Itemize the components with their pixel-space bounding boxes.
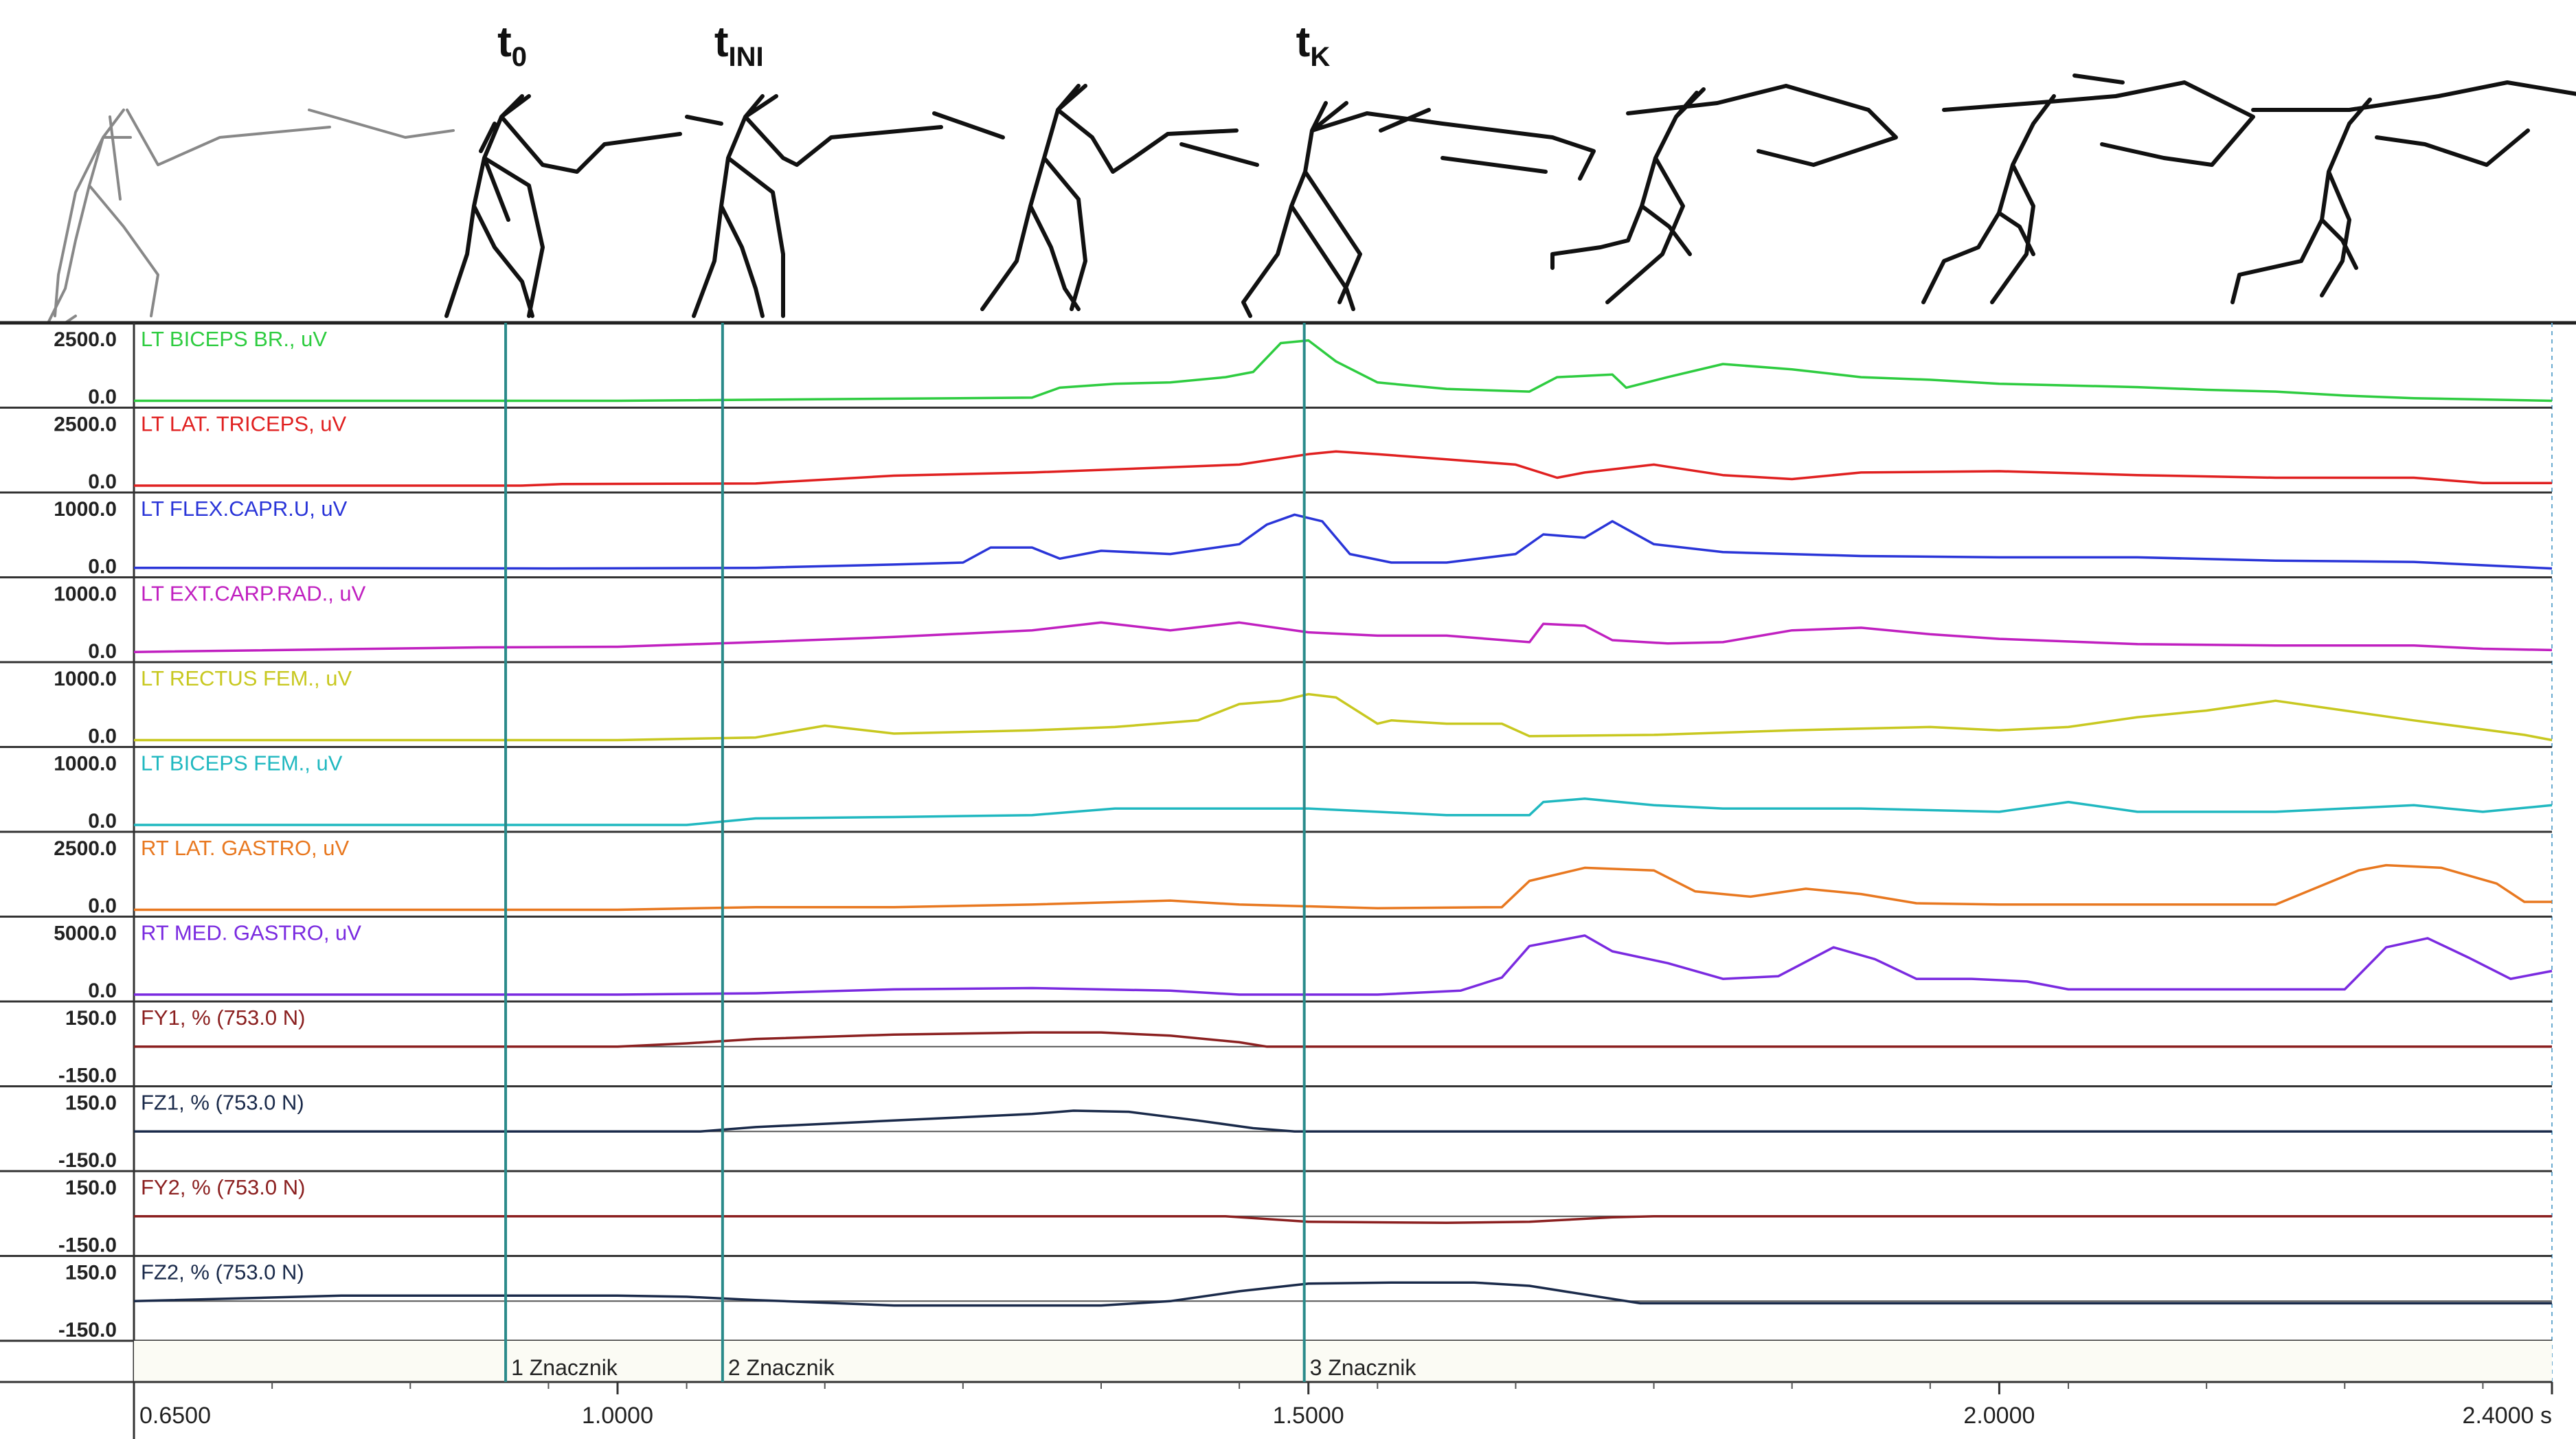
series-line bbox=[134, 797, 2553, 826]
series-line bbox=[133, 621, 2553, 653]
series-line bbox=[134, 934, 2553, 996]
stick-figure-3 bbox=[685, 94, 1005, 318]
y-min-label: 0.0 bbox=[88, 810, 117, 832]
y-max-label: 150.0 bbox=[65, 1262, 117, 1284]
phase-label: t0 bbox=[497, 19, 527, 72]
x-tick-label: 2.4000 s bbox=[2463, 1403, 2552, 1429]
stick-figure-6 bbox=[1550, 84, 1898, 304]
series-name: LT BICEPS BR., uV bbox=[141, 327, 327, 351]
series-name: LT FLEX.CAPR.U, uV bbox=[141, 497, 348, 521]
phase-label: tK bbox=[1296, 19, 1331, 72]
stick-figure-sequence bbox=[47, 73, 2576, 324]
marker-label: 2 Znacznik bbox=[728, 1355, 835, 1380]
y-min-label: -150.0 bbox=[58, 1149, 117, 1172]
x-axis: 0.6500 1.0000 1.5000 2.0000 2.4000 s bbox=[133, 1382, 2553, 1429]
y-max-label: 2500.0 bbox=[54, 413, 117, 436]
y-min-label: 0.0 bbox=[88, 640, 117, 663]
y-max-label: 1000.0 bbox=[54, 668, 117, 690]
x-tick-label: 2.0000 bbox=[1963, 1403, 2035, 1429]
y-max-label: 2500.0 bbox=[54, 328, 117, 351]
y-min-label: 0.0 bbox=[88, 725, 117, 748]
y-max-label: 1000.0 bbox=[54, 583, 117, 606]
series-line bbox=[134, 1215, 2552, 1225]
series-line bbox=[134, 1031, 2552, 1048]
series-name: LT LAT. TRICEPS, uV bbox=[141, 412, 347, 436]
series-line bbox=[134, 450, 2552, 487]
series-line bbox=[133, 1281, 2552, 1307]
y-min-label: 0.0 bbox=[88, 386, 117, 409]
series-name: LT EXT.CARP.RAD., uV bbox=[141, 582, 366, 606]
y-min-label: -150.0 bbox=[58, 1319, 117, 1341]
series-name: RT LAT. GASTRO, uV bbox=[141, 836, 350, 860]
stick-figure-4 bbox=[980, 84, 1259, 311]
series-line bbox=[134, 1109, 2552, 1133]
channel-panels bbox=[0, 321, 2576, 1439]
y-min-label: 0.0 bbox=[88, 556, 117, 578]
y-max-label: 5000.0 bbox=[54, 922, 117, 945]
series-line bbox=[134, 692, 2553, 742]
y-min-label: 0.0 bbox=[88, 895, 117, 918]
stick-figure-7 bbox=[1921, 73, 2255, 304]
y-max-label: 150.0 bbox=[65, 1092, 117, 1115]
y-min-label: 0.0 bbox=[88, 979, 117, 1002]
series-name: FY2, % (753.0 N) bbox=[141, 1175, 305, 1199]
channel-traces bbox=[133, 339, 2553, 1307]
stick-figure-1 bbox=[47, 109, 455, 324]
series-name: FZ1, % (753.0 N) bbox=[141, 1091, 304, 1115]
y-min-label: -150.0 bbox=[58, 1065, 117, 1087]
stick-figure-8 bbox=[2230, 80, 2576, 304]
marker-strip bbox=[134, 1341, 2552, 1382]
stick-figure-2 bbox=[444, 94, 682, 318]
y-max-label: 1000.0 bbox=[54, 498, 117, 521]
marker-label: 1 Znacznik bbox=[511, 1355, 618, 1380]
y-max-label: 150.0 bbox=[65, 1007, 117, 1030]
y-min-label: 0.0 bbox=[88, 471, 117, 493]
series-name: FZ2, % (753.0 N) bbox=[141, 1260, 304, 1284]
phase-labels: t0 tINI tK bbox=[497, 19, 1330, 72]
series-name: FY1, % (753.0 N) bbox=[141, 1006, 305, 1030]
series-name: LT RECTUS FEM., uV bbox=[141, 666, 352, 690]
marker-lines: 1 Znacznik 2 Znacznik 3 Znacznik bbox=[504, 323, 1417, 1382]
series-name: LT BICEPS FEM., uV bbox=[141, 751, 343, 775]
series-name: RT MED. GASTRO, uV bbox=[141, 921, 361, 945]
series-line bbox=[134, 863, 2552, 911]
series-line bbox=[133, 513, 2553, 570]
y-axis-labels: 2500.0 0.0 2500.0 0.0 1000.0 0.0 1000.0 0.0 1000… bbox=[54, 328, 117, 1341]
x-tick-label: 0.6500 bbox=[139, 1403, 211, 1429]
channel-names: LT BICEPS BR., uV LT LAT. TRICEPS, uV LT F… bbox=[141, 327, 366, 1284]
phase-label: tINI bbox=[714, 19, 764, 72]
x-tick-label: 1.0000 bbox=[582, 1403, 653, 1429]
y-max-label: 150.0 bbox=[65, 1177, 117, 1199]
stick-figure-5 bbox=[1241, 101, 1596, 318]
y-max-label: 1000.0 bbox=[54, 753, 117, 775]
series-line bbox=[134, 339, 2553, 403]
y-max-label: 2500.0 bbox=[54, 837, 117, 860]
marker-label: 3 Znacznik bbox=[1310, 1355, 1417, 1380]
x-tick-label: 1.5000 bbox=[1273, 1403, 1344, 1429]
y-min-label: -150.0 bbox=[58, 1234, 117, 1257]
